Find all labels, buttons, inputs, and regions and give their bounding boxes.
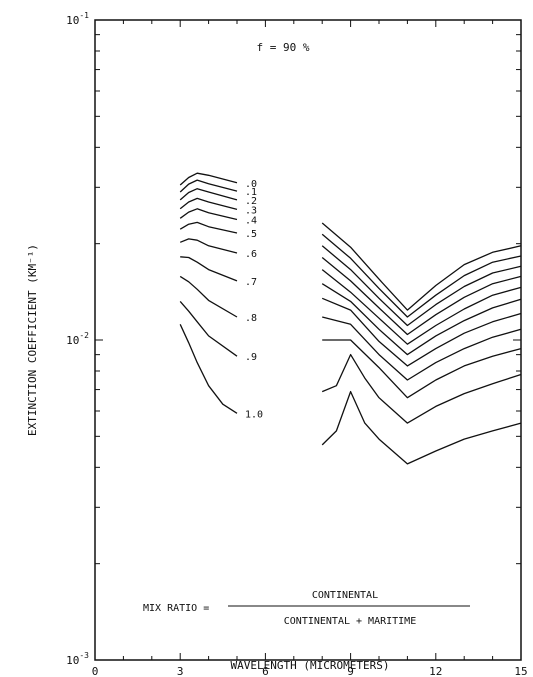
series-label: .6 (245, 249, 257, 260)
labels-layer: 0 3 6 9 12 1510-110-210-3.0.1.2.3.4.5.6.7.8.9… (66, 11, 528, 677)
series-line-long (321, 233, 522, 318)
series-label: .4 (245, 215, 257, 226)
formula-lhs: MIX RATIO = (143, 603, 209, 614)
series-line-long (321, 222, 522, 311)
x-tick-label: 12 (429, 665, 442, 677)
ticks-layer (94, 20, 522, 661)
series-line-long (322, 316, 522, 381)
formula-numerator: CONTINENTAL (312, 590, 378, 601)
formula-denominator: CONTINENTAL + MARITIME (284, 616, 416, 627)
y-tick-label: 10-1 (66, 11, 89, 27)
series-line-short (179, 188, 238, 201)
series-line-short (179, 324, 238, 414)
y-tick-base: 10 (66, 14, 79, 27)
series-line-short (179, 172, 238, 186)
series-line-short (179, 238, 238, 254)
series-line-short (179, 179, 238, 193)
series-line-long (321, 256, 522, 336)
series-line-long (322, 339, 522, 399)
series-line-short (179, 208, 238, 221)
y-tick-exponent: -2 (79, 331, 89, 340)
series-label: .7 (245, 277, 257, 288)
series-label: .9 (245, 352, 257, 363)
y-tick-exponent: -3 (79, 651, 89, 660)
series-line-long (321, 269, 522, 345)
plot-frame (94, 19, 522, 661)
series-label: .8 (245, 313, 257, 324)
x-tick-label: 6 (262, 665, 269, 677)
series-label: .5 (245, 229, 257, 240)
y-tick-label: 10-2 (66, 331, 89, 347)
series-layer (179, 172, 522, 465)
x-tick-label: 3 (177, 665, 184, 677)
series-label: 1.0 (245, 409, 263, 420)
series-label: .2 (245, 196, 257, 207)
y-tick-exponent: -1 (79, 11, 89, 20)
series-line-short (179, 300, 238, 357)
series-line-long (321, 297, 522, 367)
x-tick-label: 0 (92, 665, 99, 677)
x-tick-label: 15 (514, 665, 527, 677)
series-line-long (321, 245, 522, 327)
series-label: .1 (245, 187, 257, 198)
y-tick-base: 10 (66, 334, 79, 347)
x-axis-label: WAVELENGTH (MICROMETERS) (231, 659, 390, 672)
y-axis-label: EXTINCTION COEFFICIENT (KM⁻¹) (26, 244, 39, 436)
x-tick-label: 9 (347, 665, 354, 677)
y-tick-label: 10-3 (66, 651, 89, 667)
series-line-short (179, 275, 238, 318)
series-label: .0 (245, 179, 257, 190)
series-line-long (321, 390, 522, 465)
series-line-short (180, 256, 238, 282)
series-label: .3 (245, 205, 257, 216)
series-line-short (179, 197, 238, 211)
chart-title: f = 90 % (257, 41, 310, 54)
series-line-long (321, 283, 522, 356)
series-line-long (321, 353, 522, 424)
y-tick-base: 10 (66, 654, 79, 667)
series-line-short (179, 221, 238, 234)
